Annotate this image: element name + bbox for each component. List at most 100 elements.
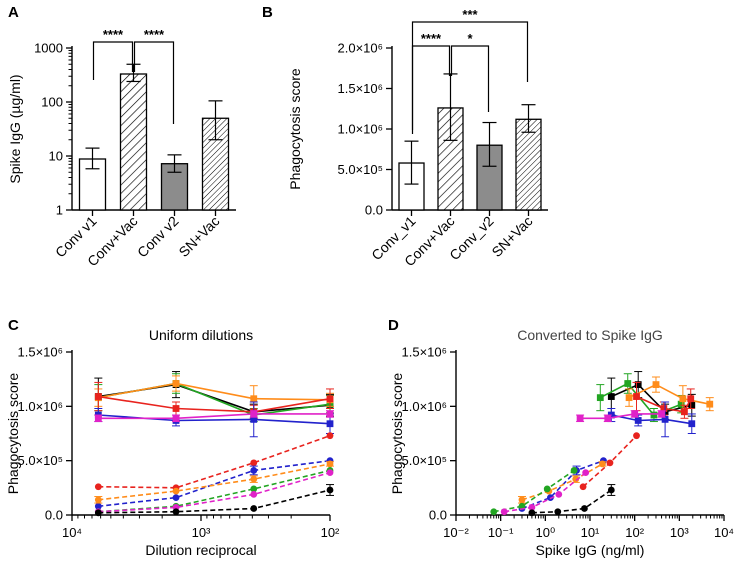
panel-d-data-point: [631, 410, 639, 418]
panel-d-data-point: [528, 503, 536, 511]
panel-a-significance-bracket: [92, 41, 134, 80]
panel-c-x-axis-label: Dilution reciprocal: [145, 542, 256, 558]
panel-d-x-tick-label: 10²: [625, 525, 644, 540]
panel-d-series-green-dashed-line: [493, 469, 575, 513]
panel-c-x-tick-label: 10³: [192, 525, 211, 540]
panel-d-series-magenta-dashed-line: [504, 471, 587, 513]
panel-a-significance-label: ****: [144, 27, 165, 42]
panel-c-data-point: [250, 415, 258, 423]
panel-b-y-tick-label: 0.0: [365, 203, 383, 218]
panel-d-data-point: [706, 400, 714, 408]
panel-d-data-point: [677, 400, 685, 408]
panel-d-series-orange-solid-line: [628, 383, 710, 405]
panel-c-data-point: [172, 380, 180, 387]
panel-c-data-point: [94, 414, 102, 422]
panel-c-data-point: [172, 405, 180, 412]
panel-d-y-tick-label: 0.0: [429, 508, 447, 523]
panel-d-x-tick-label: 10⁴: [714, 525, 734, 540]
panel-d-data-point: [555, 490, 563, 498]
panel-d-data-point: [633, 432, 640, 440]
panel-c-y-axis-label: Phagocytosis score: [5, 373, 21, 495]
panel-b-y-tick-label: 5.0×10⁵: [337, 162, 383, 177]
panel-d-data-point: [660, 405, 668, 412]
panel-c-series-blue-dashed-line: [98, 459, 331, 508]
panel-a-y-axis-label: Spike IgG (µg/ml): [7, 74, 23, 183]
panel-c-data-point: [326, 460, 334, 468]
panel-d-data-point: [658, 410, 665, 418]
panel-c-x-tick-label: 10⁴: [62, 525, 82, 540]
panel-d-data-point: [604, 414, 612, 422]
panel-d-y-tick-label: 1.5×10⁶: [402, 345, 447, 360]
panel-c-data-point: [172, 414, 180, 422]
panel-b-significance-label: *: [467, 31, 473, 46]
panel-d-data-point: [607, 486, 615, 494]
panel-c-series-black-dashed-line: [98, 489, 331, 514]
panel-b-y-tick-label: 2.0×10⁶: [338, 41, 383, 56]
panel-b-significance-label: ***: [462, 7, 478, 22]
panel-d-data-point: [570, 467, 578, 474]
panel-d-data-point: [624, 380, 632, 387]
panel-d-data-point: [607, 393, 615, 400]
panel-d-series-black-solid-line: [610, 383, 692, 413]
panel-d-data-point: [634, 417, 642, 424]
panel-c-data-point: [250, 490, 258, 498]
panel-b-significance-bracket: [411, 21, 529, 130]
panel-a-bar-1: [119, 73, 148, 211]
panel-d-title: Converted to Spike IgG: [517, 327, 663, 343]
panel-d-data-point: [543, 485, 551, 493]
panel-letter-c: C: [8, 317, 19, 334]
panel-d-data-point: [650, 411, 658, 419]
panel-letter-b: B: [262, 4, 273, 21]
panel-a-bar-3: [201, 117, 230, 211]
panel-b-y-axis-label: Phagocytosis score: [287, 68, 303, 190]
panel-c-data-point: [250, 485, 258, 493]
panel-d-y-axis-label: Phagocytosis score: [389, 373, 405, 495]
panel-d-data-point: [688, 420, 696, 428]
panel-c-y-tick-label: 5.0×10⁵: [17, 453, 63, 468]
panel-c-data-point: [172, 487, 180, 495]
panel-d-data-point: [625, 394, 633, 402]
panel-d-data-point: [500, 508, 508, 516]
panel-d-data-point: [606, 459, 614, 467]
panel-d-x-tick-label: 10⁻²: [443, 525, 469, 540]
panel-d-data-point: [490, 508, 498, 516]
panel-a-category-label-2: Conv v2: [134, 213, 182, 261]
panel-c-data-point: [326, 432, 334, 440]
panel-d-data-point: [572, 475, 580, 483]
panel-c-data-point: [326, 420, 334, 428]
panel-c-series-red-dashed-line: [98, 434, 331, 489]
panel-c-data-point: [250, 395, 258, 403]
panel-c-data-point: [250, 410, 258, 418]
panel-d-data-point: [599, 460, 606, 468]
panel-d-data-point: [688, 401, 696, 409]
panel-d-series-black-dashed-line: [531, 489, 612, 514]
panel-b-significance-bracket: [450, 45, 490, 112]
panel-d-data-point: [687, 395, 695, 403]
panel-d-data-point: [518, 496, 526, 504]
panel-c-data-point: [250, 505, 258, 512]
panel-b-bar-chart: 0.0 5.0×10⁵ 1.0×10⁶ 1.5×10⁶ 2.0×10⁶ Phagocyto…: [287, 7, 548, 269]
panel-a-significance-label: ****: [103, 27, 124, 42]
panel-b-bar-3: [515, 118, 542, 211]
panel-c-data-point: [326, 395, 334, 403]
panel-c-data-point: [94, 496, 102, 504]
panel-d-data-point: [554, 508, 562, 516]
panel-c-data-point: [94, 502, 102, 510]
panel-c-data-point: [172, 508, 180, 516]
panel-d-line-chart: Converted to Spike IgG 0.0 5.0×10⁵ 1.0×10⁶ 1…: [389, 327, 734, 558]
panel-c-data-point: [250, 467, 258, 474]
panel-c-data-point: [172, 494, 180, 502]
panel-a-y-tick-label: 1000: [34, 41, 63, 56]
panel-d-y-tick-label: 1.0×10⁶: [402, 399, 447, 414]
panel-c-data-point: [326, 469, 334, 477]
panel-c-title: Uniform dilutions: [149, 327, 253, 343]
panel-c-series-red-solid-line: [98, 395, 331, 413]
panel-c-series-orange-dashed-line: [98, 463, 331, 501]
panel-c-data-point: [326, 410, 334, 418]
panel-d-series-orange-dashed-line: [521, 463, 603, 501]
panel-d-x-tick-label: 10³: [670, 525, 689, 540]
panel-a-significance-bracket: [133, 41, 175, 124]
panel-b-category-label-2: Conv_v2: [446, 213, 497, 264]
panel-b-y-tick-label: 1.0×10⁶: [338, 122, 383, 137]
